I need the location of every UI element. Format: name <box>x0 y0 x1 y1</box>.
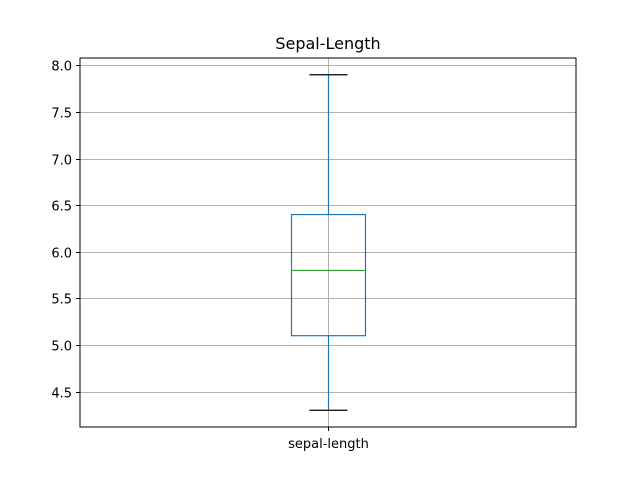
y-tick-label: 8.0 <box>51 60 72 75</box>
y-tick-label: 4.5 <box>51 387 72 402</box>
y-tick-label: 7.0 <box>51 154 72 169</box>
box-plot-elements <box>290 74 367 411</box>
chart-title: Sepal-Length <box>275 34 380 53</box>
x-tick-label: sepal-length <box>288 437 369 452</box>
axis-ticks: 4.5 5.0 5.5 6.0 6.5 7.0 7.5 8.0 sepal-length <box>51 60 369 453</box>
iqr-box <box>290 213 367 337</box>
y-tick-label: 7.5 <box>51 107 72 122</box>
y-tick-label: 6.5 <box>51 200 72 215</box>
y-tick-label: 5.5 <box>51 293 72 308</box>
y-tick-label: 5.0 <box>51 340 72 355</box>
y-tick-label: 6.0 <box>51 247 72 262</box>
